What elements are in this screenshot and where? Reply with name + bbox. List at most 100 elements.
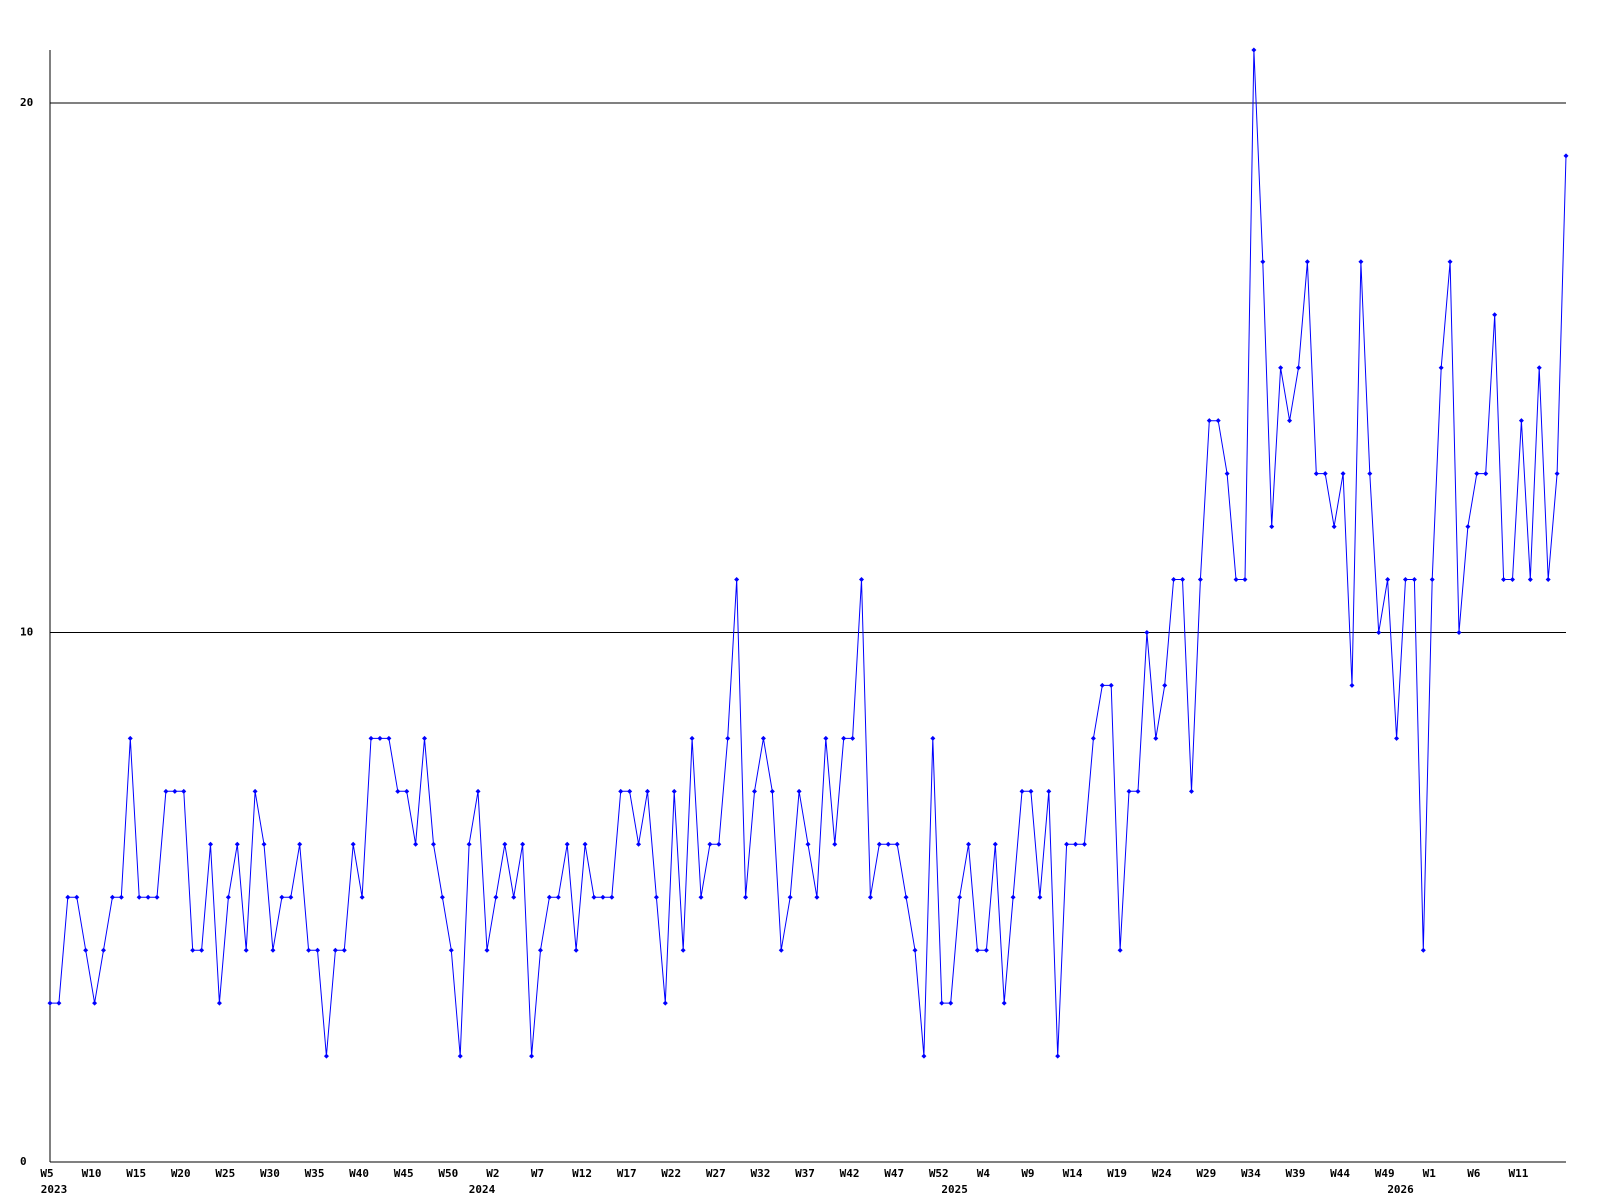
data-point bbox=[930, 735, 936, 741]
data-point bbox=[760, 735, 766, 741]
data-point bbox=[163, 788, 169, 794]
data-point bbox=[56, 1000, 62, 1006]
data-point bbox=[841, 735, 847, 741]
x-tick-label: W45 bbox=[394, 1167, 414, 1180]
x-tick-label: W24 bbox=[1152, 1167, 1172, 1180]
data-point bbox=[1322, 471, 1328, 477]
data-point bbox=[1117, 947, 1123, 953]
data-point bbox=[234, 841, 240, 847]
data-point bbox=[743, 894, 749, 900]
data-point bbox=[1197, 577, 1203, 583]
data-point bbox=[306, 947, 312, 953]
data-point bbox=[448, 947, 454, 953]
data-point bbox=[1144, 629, 1150, 635]
data-point bbox=[1001, 1000, 1007, 1006]
y-tick-label: 20 bbox=[20, 96, 33, 109]
data-point bbox=[751, 788, 757, 794]
data-point bbox=[502, 841, 508, 847]
data-point bbox=[1509, 577, 1515, 583]
data-point bbox=[279, 894, 285, 900]
data-point bbox=[1233, 577, 1239, 583]
data-point bbox=[832, 841, 838, 847]
data-point bbox=[1081, 841, 1087, 847]
data-point bbox=[1483, 471, 1489, 477]
x-tick-label: W47 bbox=[884, 1167, 904, 1180]
data-point bbox=[555, 894, 561, 900]
data-point bbox=[83, 947, 89, 953]
data-point bbox=[1055, 1053, 1061, 1059]
data-point bbox=[1171, 577, 1177, 583]
data-point bbox=[127, 735, 133, 741]
data-point bbox=[1260, 259, 1266, 265]
data-point bbox=[1090, 735, 1096, 741]
year-label: 2024 bbox=[469, 1183, 496, 1196]
x-tick-label: W5 bbox=[40, 1167, 53, 1180]
data-point bbox=[288, 894, 294, 900]
data-point bbox=[47, 1000, 53, 1006]
data-point bbox=[939, 1000, 945, 1006]
x-tick-label: W35 bbox=[305, 1167, 325, 1180]
data-point bbox=[466, 841, 472, 847]
x-tick-label: W14 bbox=[1063, 1167, 1083, 1180]
data-point bbox=[1474, 471, 1480, 477]
data-point bbox=[1554, 471, 1560, 477]
data-point bbox=[814, 894, 820, 900]
data-point bbox=[1447, 259, 1453, 265]
data-point bbox=[1456, 629, 1462, 635]
data-point bbox=[885, 841, 891, 847]
x-tick-label: W6 bbox=[1467, 1167, 1481, 1180]
x-tick-label: W22 bbox=[661, 1167, 681, 1180]
x-tick-label: W29 bbox=[1196, 1167, 1216, 1180]
data-point bbox=[627, 788, 633, 794]
data-line bbox=[50, 49, 1567, 1057]
data-point bbox=[537, 947, 543, 953]
data-point bbox=[457, 1053, 463, 1059]
data-point bbox=[422, 735, 428, 741]
data-point bbox=[493, 894, 499, 900]
x-tick-label: W37 bbox=[795, 1167, 815, 1180]
data-point bbox=[395, 788, 401, 794]
data-point bbox=[261, 841, 267, 847]
data-point bbox=[707, 841, 713, 847]
data-point bbox=[1518, 418, 1524, 424]
year-label: 2026 bbox=[1387, 1183, 1414, 1196]
x-tick-label: W10 bbox=[82, 1167, 102, 1180]
data-point bbox=[805, 841, 811, 847]
data-point bbox=[439, 894, 445, 900]
data-point bbox=[1545, 577, 1551, 583]
data-point bbox=[252, 788, 258, 794]
data-point bbox=[136, 894, 142, 900]
x-tick-label: W27 bbox=[706, 1167, 726, 1180]
data-point bbox=[966, 841, 972, 847]
data-point bbox=[1019, 788, 1025, 794]
data-point bbox=[974, 947, 980, 953]
data-point bbox=[912, 947, 918, 953]
data-point bbox=[1420, 947, 1426, 953]
data-point bbox=[894, 841, 900, 847]
data-point bbox=[484, 947, 490, 953]
data-point bbox=[190, 947, 196, 953]
year-label: 2023 bbox=[41, 1183, 68, 1196]
data-point bbox=[903, 894, 909, 900]
x-tick-label: W49 bbox=[1375, 1167, 1395, 1180]
data-point bbox=[1527, 577, 1533, 583]
data-point bbox=[1304, 259, 1310, 265]
x-tick-label: W19 bbox=[1107, 1167, 1127, 1180]
data-point bbox=[216, 1000, 222, 1006]
data-point bbox=[1349, 682, 1355, 688]
data-point bbox=[359, 894, 365, 900]
data-point bbox=[1046, 788, 1052, 794]
x-tick-label: W50 bbox=[438, 1167, 458, 1180]
data-point bbox=[1313, 471, 1319, 477]
data-point bbox=[653, 894, 659, 900]
data-point bbox=[1010, 894, 1016, 900]
data-point bbox=[1064, 841, 1070, 847]
data-point bbox=[698, 894, 704, 900]
data-point bbox=[430, 841, 436, 847]
data-point bbox=[172, 788, 178, 794]
data-point bbox=[618, 788, 624, 794]
x-tick-label: W52 bbox=[929, 1167, 949, 1180]
data-point bbox=[876, 841, 882, 847]
data-point bbox=[368, 735, 374, 741]
